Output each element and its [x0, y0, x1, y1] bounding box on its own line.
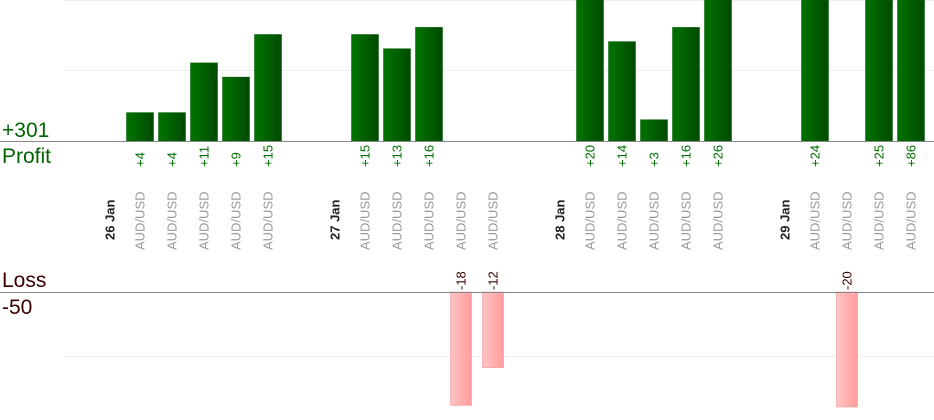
- profit-bar[interactable]: [383, 48, 411, 142]
- profit-bar[interactable]: [865, 0, 893, 142]
- date-label: 27 Jan: [328, 199, 343, 240]
- profit-value-label: +86: [904, 145, 919, 167]
- date-label: 26 Jan: [103, 199, 118, 240]
- profit-value-label: +4: [165, 152, 180, 167]
- profit-value-label: +15: [358, 145, 373, 167]
- symbol-label: AUD/USD: [486, 191, 501, 250]
- loss-value-label: -12: [486, 271, 501, 290]
- date-label: 29 Jan: [778, 199, 793, 240]
- profit-value-label: +16: [679, 145, 694, 167]
- profit-value-label: +14: [615, 145, 630, 167]
- profit-value-label: +13: [390, 145, 405, 167]
- loss-axis-label: Loss: [2, 269, 46, 292]
- profit-value-label: +25: [872, 145, 887, 167]
- loss-bar[interactable]: [836, 291, 858, 408]
- profit-bar[interactable]: [801, 0, 829, 142]
- profit-bar[interactable]: [576, 0, 604, 142]
- symbol-label: AUD/USD: [904, 191, 919, 250]
- loss-total-label: -50: [2, 296, 32, 319]
- profit-bar[interactable]: [351, 34, 379, 142]
- symbol-label: AUD/USD: [358, 191, 373, 250]
- profit-bar[interactable]: [608, 41, 636, 142]
- symbol-label: AUD/USD: [133, 191, 148, 250]
- date-label: 28 Jan: [553, 199, 568, 240]
- symbol-label: AUD/USD: [165, 191, 180, 250]
- symbol-label: AUD/USD: [679, 191, 694, 250]
- profit-bar[interactable]: [254, 34, 282, 142]
- profit-bar[interactable]: [897, 0, 925, 142]
- loss-bar[interactable]: [450, 291, 472, 406]
- symbol-label: AUD/USD: [422, 191, 437, 250]
- profit-value-label: +4: [133, 152, 148, 167]
- loss-value-label: -18: [454, 271, 469, 290]
- profit-value-label: +3: [647, 152, 662, 167]
- profit-value-label: +16: [422, 145, 437, 167]
- profit-value-label: +11: [197, 146, 212, 167]
- symbol-label: AUD/USD: [261, 191, 276, 250]
- symbol-label: AUD/USD: [390, 191, 405, 250]
- profit-value-label: +26: [711, 145, 726, 167]
- symbol-label: AUD/USD: [615, 191, 630, 250]
- profit-bar[interactable]: [158, 112, 186, 142]
- symbol-label: AUD/USD: [197, 191, 212, 250]
- profit-bar[interactable]: [415, 27, 443, 142]
- profit-total-label: +301: [2, 119, 49, 142]
- loss-value-label: -20: [840, 271, 855, 290]
- profit-axis-label: Profit: [2, 145, 51, 168]
- profit-bar[interactable]: [640, 119, 668, 142]
- symbol-label: AUD/USD: [647, 191, 662, 250]
- symbol-label: AUD/USD: [229, 191, 244, 250]
- profit-bar[interactable]: [672, 27, 700, 142]
- symbol-label: AUD/USD: [583, 191, 598, 250]
- profit-bar[interactable]: [222, 76, 250, 142]
- symbol-label: AUD/USD: [454, 191, 469, 250]
- profit-bar[interactable]: [190, 62, 218, 142]
- symbol-label: AUD/USD: [840, 191, 855, 250]
- profit-value-label: +9: [229, 152, 244, 167]
- profit-bar[interactable]: [126, 112, 154, 142]
- symbol-label: AUD/USD: [808, 191, 823, 250]
- loss-bar[interactable]: [482, 291, 504, 368]
- profit-value-label: +20: [583, 145, 598, 167]
- symbol-label: AUD/USD: [872, 191, 887, 250]
- profit-value-label: +24: [808, 145, 823, 167]
- profit-bar[interactable]: [704, 0, 732, 142]
- symbol-label: AUD/USD: [711, 191, 726, 250]
- profit-value-label: +15: [261, 145, 276, 167]
